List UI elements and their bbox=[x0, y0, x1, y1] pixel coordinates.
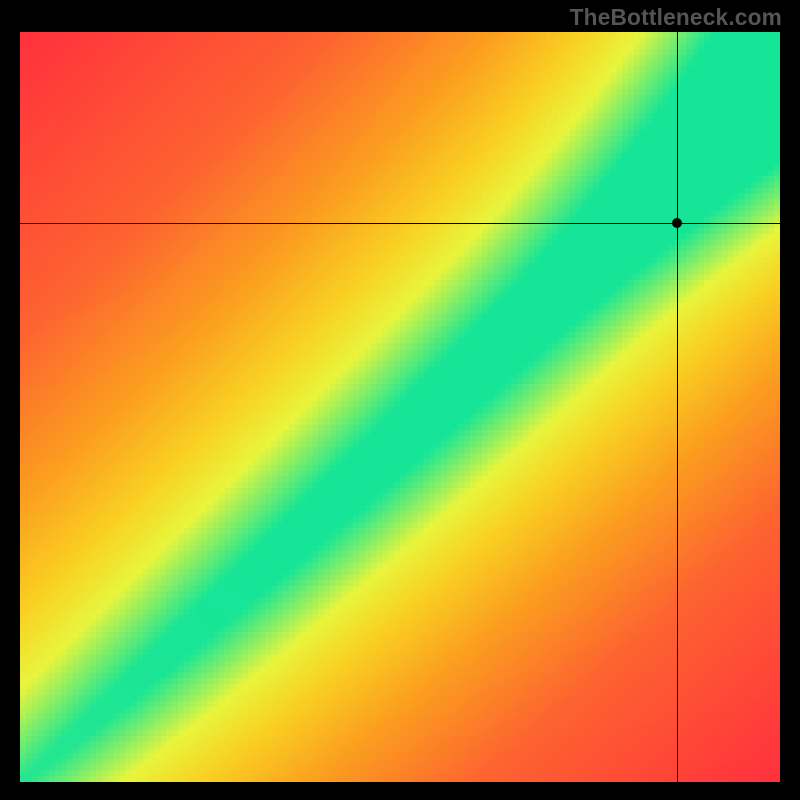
crosshair-horizontal bbox=[20, 223, 780, 224]
marker-dot bbox=[672, 218, 682, 228]
bottleneck-heatmap bbox=[20, 32, 780, 782]
crosshair-vertical bbox=[677, 32, 678, 782]
watermark-text: TheBottleneck.com bbox=[570, 4, 782, 31]
chart-stage: TheBottleneck.com bbox=[0, 0, 800, 800]
